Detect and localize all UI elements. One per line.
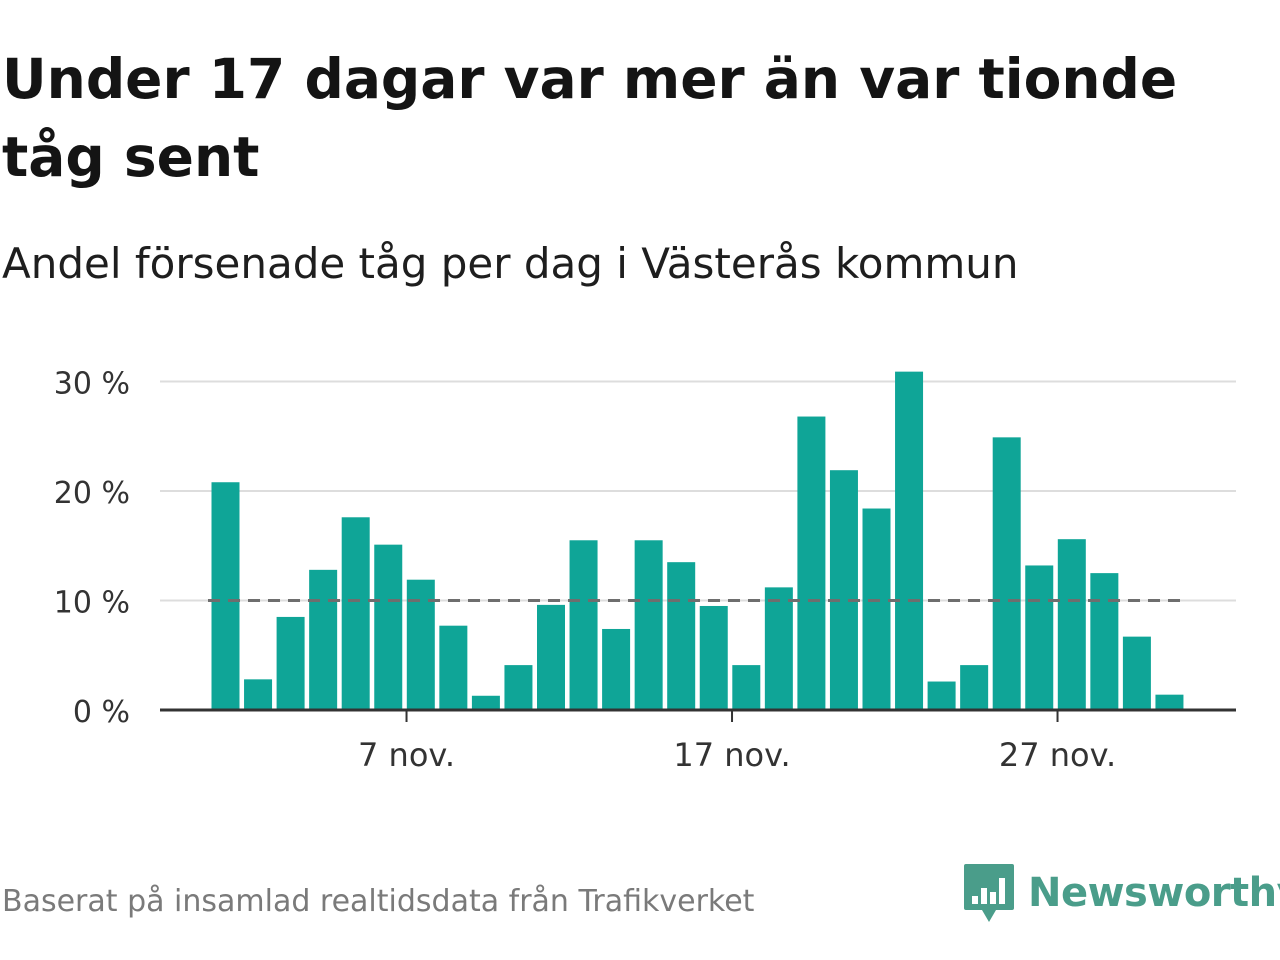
bar: [634, 540, 663, 710]
y-tick-label: 0 %: [73, 695, 130, 730]
x-tick-label: 7 nov.: [358, 736, 455, 774]
bar: [471, 695, 500, 710]
bar: [992, 437, 1021, 710]
y-tick-label: 10 %: [54, 586, 130, 621]
y-tick-label: 20 %: [54, 476, 130, 511]
bar: [309, 569, 338, 710]
bar: [862, 508, 891, 710]
bar: [602, 628, 631, 710]
chart-subtitle: Andel försenade tåg per dag i Västerås k…: [2, 239, 1019, 288]
bar: [244, 679, 273, 710]
bars: [211, 371, 1184, 710]
bar: [1122, 636, 1151, 710]
bar: [439, 625, 468, 710]
bar: [504, 665, 533, 710]
y-tick-label: 30 %: [54, 367, 130, 402]
bar: [1155, 694, 1184, 710]
bar: [797, 416, 826, 710]
bar: [211, 482, 240, 710]
bar: [537, 604, 565, 710]
source-note: Baserat på insamlad realtidsdata från Tr…: [2, 884, 755, 919]
x-tick-label: 17 nov.: [673, 736, 790, 774]
bar-chart: 0 % 10 % 20 % 30 % 7 nov. 17 nov. 27 nov.: [54, 367, 1236, 774]
bar: [829, 470, 858, 710]
axes: 0 % 10 % 20 % 30 % 7 nov. 17 nov. 27 nov.: [54, 367, 1236, 774]
bar: [1090, 573, 1119, 710]
brand-name: Newsworthy: [1028, 870, 1280, 916]
bar: [667, 562, 696, 710]
bar: [699, 605, 728, 710]
bar: [732, 665, 761, 710]
bar: [569, 540, 598, 710]
bar: [276, 616, 305, 710]
bar: [895, 371, 924, 710]
bar: [764, 587, 793, 710]
brand[interactable]: Newsworthy: [962, 862, 1280, 924]
bar: [960, 665, 989, 710]
bar: [374, 544, 403, 710]
bar: [1025, 565, 1054, 710]
bar: [1057, 539, 1086, 710]
newsworthy-logo-icon: [964, 864, 1014, 922]
bar: [341, 517, 370, 710]
bar: [927, 681, 956, 710]
chart-title: Under 17 dagar var mer än var tionde tåg…: [2, 47, 1178, 189]
x-tick-label: 27 nov.: [999, 736, 1116, 774]
